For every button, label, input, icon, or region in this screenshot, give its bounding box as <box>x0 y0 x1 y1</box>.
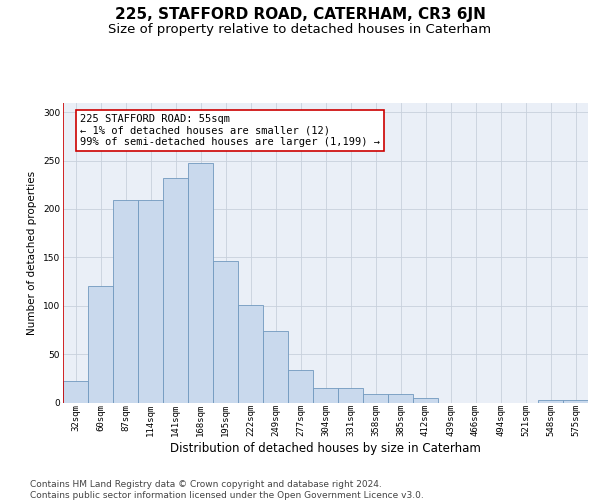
Bar <box>113 200 138 402</box>
Bar <box>413 398 438 402</box>
X-axis label: Distribution of detached houses by size in Caterham: Distribution of detached houses by size … <box>170 442 481 454</box>
Text: 225, STAFFORD ROAD, CATERHAM, CR3 6JN: 225, STAFFORD ROAD, CATERHAM, CR3 6JN <box>115 8 485 22</box>
Bar <box>63 381 88 402</box>
Text: 225 STAFFORD ROAD: 55sqm
← 1% of detached houses are smaller (12)
99% of semi-de: 225 STAFFORD ROAD: 55sqm ← 1% of detache… <box>80 114 380 148</box>
Bar <box>288 370 313 402</box>
Bar <box>538 400 563 402</box>
Text: Contains HM Land Registry data © Crown copyright and database right 2024.
Contai: Contains HM Land Registry data © Crown c… <box>30 480 424 500</box>
Bar <box>238 305 263 402</box>
Bar <box>188 162 213 402</box>
Bar <box>213 261 238 402</box>
Bar <box>163 178 188 402</box>
Bar <box>88 286 113 403</box>
Bar <box>363 394 388 402</box>
Bar <box>263 331 288 402</box>
Bar <box>563 400 588 402</box>
Y-axis label: Number of detached properties: Number of detached properties <box>28 170 37 334</box>
Bar <box>138 200 163 402</box>
Bar <box>313 388 338 402</box>
Bar <box>388 394 413 402</box>
Bar <box>338 388 363 402</box>
Text: Size of property relative to detached houses in Caterham: Size of property relative to detached ho… <box>109 22 491 36</box>
